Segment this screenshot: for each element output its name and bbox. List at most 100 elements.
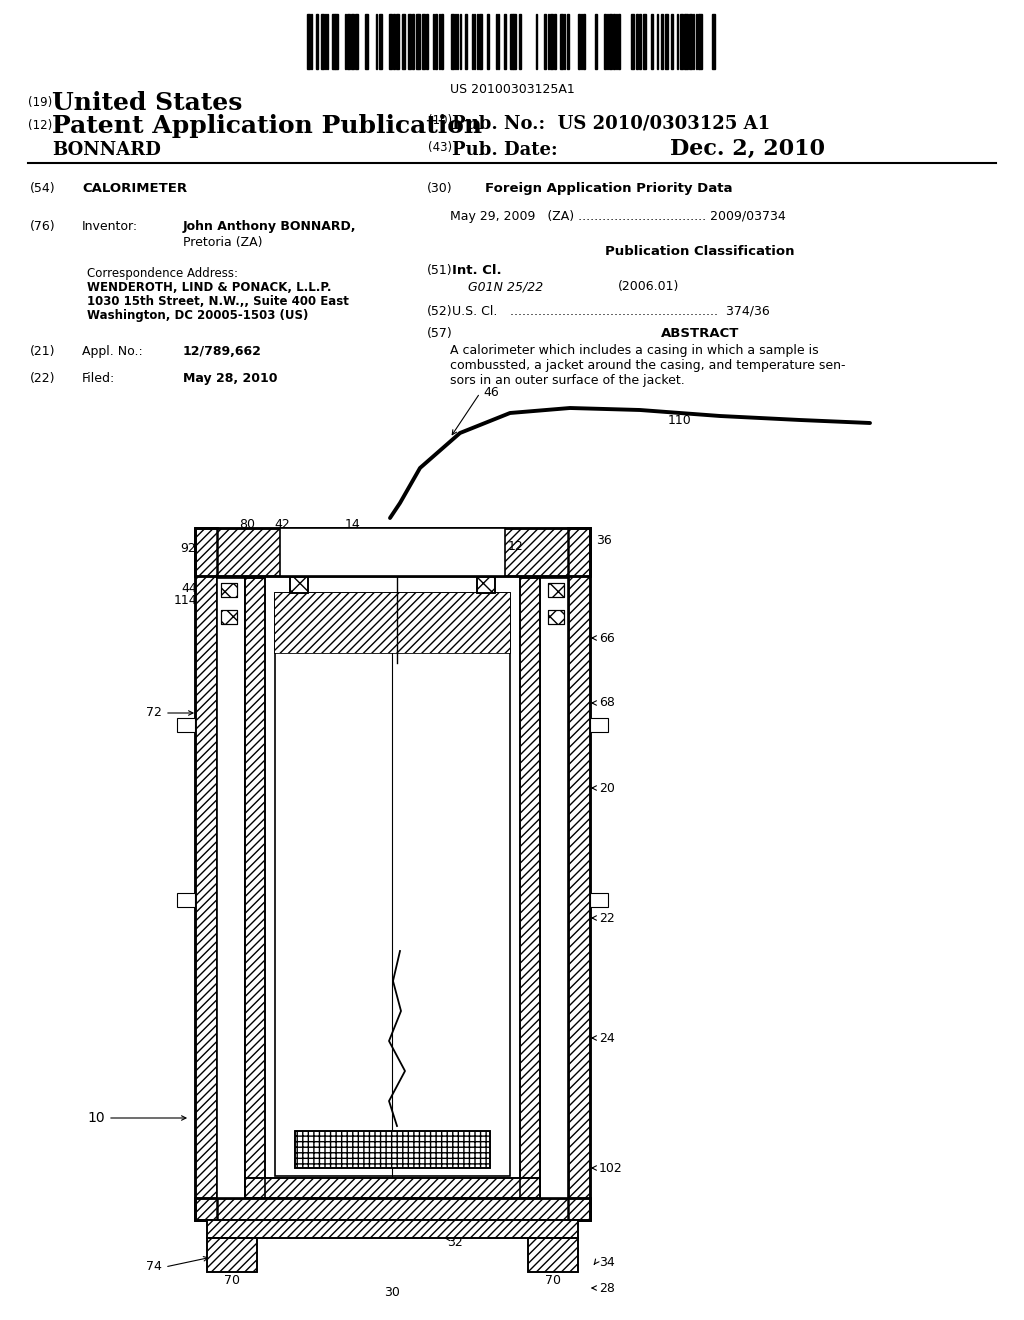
Text: US 20100303125A1: US 20100303125A1	[450, 83, 574, 96]
Bar	[221, 610, 237, 624]
Bar	[520, 578, 540, 1199]
Bar	[418, 15, 420, 69]
Text: 20: 20	[599, 781, 614, 795]
Bar	[465, 15, 467, 69]
Text: WENDEROTH, LIND & PONACK, L.L.P.: WENDEROTH, LIND & PONACK, L.L.P.	[87, 281, 332, 294]
Text: ABSTRACT: ABSTRACT	[660, 327, 739, 341]
Bar	[392, 15, 394, 69]
Text: 104: 104	[246, 1064, 270, 1077]
Text: 42: 42	[274, 519, 290, 532]
Text: Patent Application Publication: Patent Application Publication	[52, 114, 482, 139]
Bar	[513, 15, 515, 69]
Text: 116: 116	[343, 591, 367, 605]
Text: 10: 10	[87, 1111, 105, 1125]
Bar	[355, 15, 357, 69]
Bar	[245, 1177, 540, 1199]
Text: Washington, DC 20005-1503 (US): Washington, DC 20005-1503 (US)	[87, 309, 308, 322]
Text: Int. Cl.: Int. Cl.	[452, 264, 502, 277]
Text: 18: 18	[515, 771, 530, 784]
Bar	[487, 15, 489, 69]
Bar	[540, 578, 568, 1199]
Bar	[554, 15, 556, 69]
Text: G01N 25/22: G01N 25/22	[468, 280, 544, 293]
Bar	[660, 15, 663, 69]
Bar	[434, 15, 437, 69]
Text: 102: 102	[599, 1162, 623, 1175]
Text: (43): (43)	[428, 141, 453, 154]
Bar	[416, 15, 418, 69]
Text: 48: 48	[254, 1089, 270, 1102]
Bar	[680, 15, 683, 69]
Bar	[275, 593, 510, 653]
Bar	[195, 1199, 590, 1220]
Text: (12): (12)	[28, 119, 52, 132]
Bar	[544, 15, 546, 69]
Text: (21): (21)	[30, 345, 55, 358]
Text: Dec. 2, 2010: Dec. 2, 2010	[670, 139, 825, 160]
Bar	[639, 15, 641, 69]
Text: 108: 108	[500, 801, 524, 814]
Text: 1030 15th Street, N.W.,, Suite 400 East: 1030 15th Street, N.W.,, Suite 400 East	[87, 294, 349, 308]
Bar	[612, 15, 614, 69]
Bar	[528, 1238, 578, 1272]
Text: (51): (51)	[427, 264, 453, 277]
Text: (57): (57)	[427, 327, 453, 341]
Text: (22): (22)	[30, 372, 55, 385]
Bar	[642, 15, 645, 69]
Text: (10): (10)	[428, 114, 453, 127]
Bar	[344, 15, 346, 69]
Bar	[221, 583, 237, 597]
Bar	[609, 15, 612, 69]
Bar	[548, 610, 564, 624]
Text: May 29, 2009   (ZA) ................................ 2009/03734: May 29, 2009 (ZA) ......................…	[450, 210, 785, 223]
Bar	[650, 15, 652, 69]
Text: (19): (19)	[28, 96, 52, 110]
Bar	[712, 15, 715, 69]
Bar	[195, 528, 217, 1220]
Bar	[636, 15, 638, 69]
Bar	[548, 583, 564, 597]
Text: 80: 80	[239, 519, 255, 532]
Text: 36: 36	[596, 533, 611, 546]
Bar	[195, 1199, 590, 1220]
Bar	[280, 528, 505, 576]
Text: (54): (54)	[30, 182, 55, 195]
Bar	[578, 15, 580, 69]
Bar	[195, 528, 590, 576]
Text: (2006.01): (2006.01)	[618, 280, 679, 293]
Bar	[451, 15, 454, 69]
Bar	[618, 15, 620, 69]
Bar	[351, 15, 354, 69]
Bar	[422, 15, 425, 69]
Bar	[321, 15, 324, 69]
Bar	[335, 15, 338, 69]
Bar	[401, 15, 404, 69]
Text: May 28, 2010: May 28, 2010	[183, 372, 278, 385]
Text: Inventor:: Inventor:	[82, 220, 138, 234]
Text: 96: 96	[515, 742, 530, 755]
Bar	[590, 718, 608, 733]
Bar	[583, 15, 585, 69]
Text: 34: 34	[599, 1255, 614, 1269]
Bar	[245, 578, 265, 1199]
Bar	[295, 1131, 490, 1168]
Text: U.S. Cl.: U.S. Cl.	[452, 305, 498, 318]
Bar	[177, 894, 195, 907]
Bar	[195, 528, 217, 1220]
Text: 70: 70	[545, 1274, 561, 1287]
Bar	[376, 15, 377, 69]
Text: 74: 74	[146, 1261, 162, 1274]
Text: 22: 22	[599, 912, 614, 924]
Text: 140: 140	[233, 717, 257, 730]
Text: 86: 86	[488, 540, 504, 553]
Bar	[548, 583, 564, 597]
Bar	[295, 1131, 490, 1168]
Text: 30: 30	[384, 1286, 400, 1299]
Bar	[685, 15, 687, 69]
Text: 142: 142	[515, 711, 539, 725]
Text: 26: 26	[404, 1221, 420, 1234]
Text: 92: 92	[180, 541, 196, 554]
Text: 68: 68	[599, 697, 614, 710]
Bar	[510, 15, 512, 69]
Bar	[477, 577, 495, 593]
